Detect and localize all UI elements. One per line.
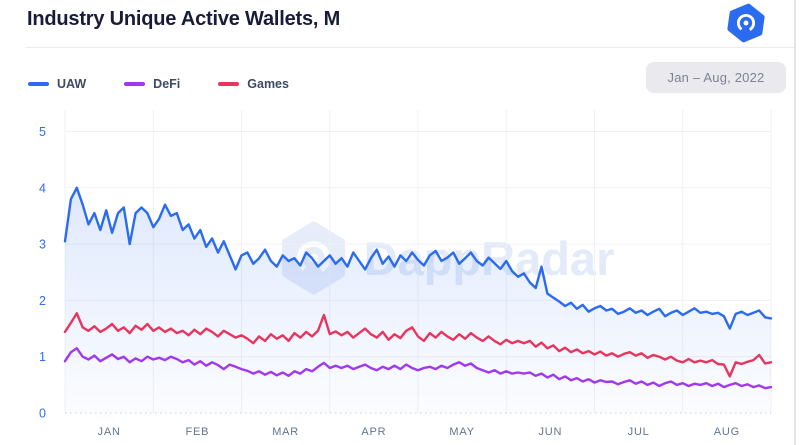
uaw-line-swatch-icon xyxy=(28,82,49,86)
x-axis-label: JUL xyxy=(628,426,650,438)
y-axis-label: 0 xyxy=(39,407,46,421)
y-axis-label: 4 xyxy=(39,181,46,195)
uaw-series-line xyxy=(63,186,773,330)
games-series-line xyxy=(63,312,773,378)
x-axis-label: FEB xyxy=(185,426,209,438)
legend-item-defi[interactable]: DeFi xyxy=(124,77,180,91)
header: Industry Unique Active Wallets, M xyxy=(0,0,794,47)
x-axis-label: MAR xyxy=(272,426,299,438)
x-axis-label: APR xyxy=(361,426,386,438)
page-right-border xyxy=(794,0,796,445)
x-axis-label: MAY xyxy=(449,426,474,438)
y-axis-label: 5 xyxy=(39,125,46,139)
games-line-swatch-icon xyxy=(218,82,240,86)
uaw-area-fill xyxy=(65,187,771,413)
page-title: Industry Unique Active Wallets, M xyxy=(27,8,341,30)
legend-label-defi: DeFi xyxy=(153,77,181,91)
x-axis-label: JAN xyxy=(98,426,121,438)
legend-label-uaw: UAW xyxy=(57,77,87,91)
x-axis-label: JUN xyxy=(538,426,562,438)
legend-label-games: Games xyxy=(247,77,289,91)
x-axis-label: AUG xyxy=(714,426,740,438)
period-badge: Jan – Aug, 2022 xyxy=(646,62,786,93)
legend-item-uaw[interactable]: UAW xyxy=(28,77,86,91)
y-axis-label: 1 xyxy=(39,350,46,364)
legend-row: UAW DeFi Games Jan – Aug, 2022 xyxy=(28,62,794,102)
dappradar-logo-icon[interactable] xyxy=(726,3,766,43)
y-axis-label: 2 xyxy=(39,294,46,308)
legend-item-games[interactable]: Games xyxy=(218,77,289,91)
y-axis-label: 3 xyxy=(39,238,46,252)
legend: UAW DeFi Games xyxy=(28,74,794,94)
header-divider xyxy=(25,47,795,48)
defi-series-line xyxy=(63,347,773,390)
defi-line-swatch-icon xyxy=(124,82,146,86)
